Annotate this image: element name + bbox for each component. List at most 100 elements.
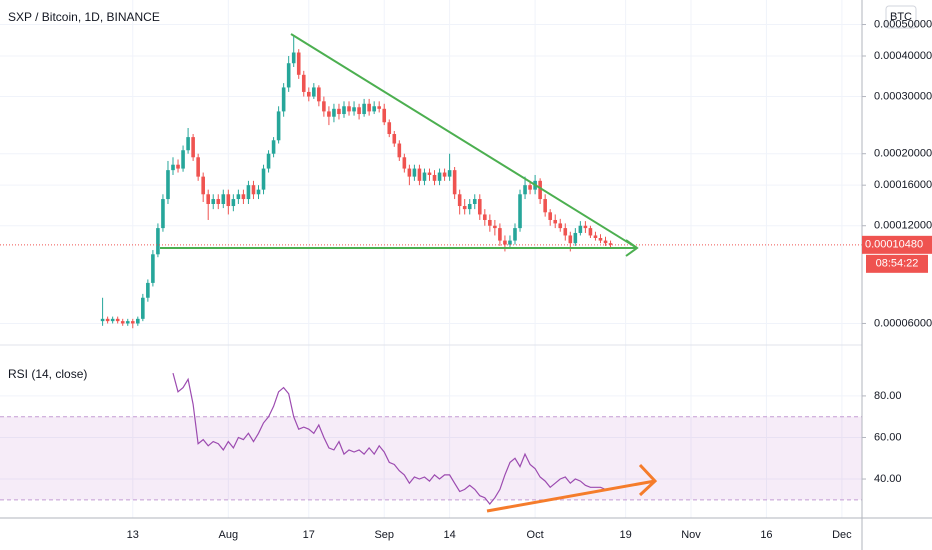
candle-body	[467, 204, 472, 210]
candle-body	[141, 297, 145, 319]
candle-body	[216, 199, 221, 205]
x-tick-label: Oct	[527, 529, 544, 541]
candle-body	[115, 318, 120, 322]
candle-body	[397, 143, 402, 158]
candle-body	[417, 168, 422, 181]
candle-body	[503, 240, 507, 245]
candle-body	[236, 194, 241, 200]
candle-body	[563, 228, 568, 236]
y-tick-label: 0.00012000	[874, 220, 932, 232]
currency-box[interactable]	[885, 5, 917, 29]
y-tick-label: 60.00	[874, 431, 902, 443]
candle-body	[462, 206, 467, 210]
candle-body	[276, 111, 281, 141]
candle-body	[241, 194, 246, 200]
candle-body	[286, 63, 291, 88]
x-tick-label: Dec	[832, 529, 852, 541]
candle-body	[206, 194, 211, 205]
candle-body	[483, 214, 487, 220]
chart-title: SXP / Bitcoin, 1D, BINANCE	[8, 10, 160, 24]
currency-label[interactable]: BTC	[890, 11, 912, 23]
rsi-trend-line	[486, 479, 656, 513]
candle-body	[196, 157, 200, 177]
candle-body	[125, 321, 130, 324]
candle-body	[513, 228, 517, 241]
candle-body	[472, 199, 477, 205]
y-tick-label: 40.00	[874, 473, 902, 485]
y-tick-label: 0.00030000	[874, 90, 932, 102]
candle-body	[382, 108, 387, 123]
candle-body	[583, 225, 588, 229]
candle-body	[442, 172, 447, 177]
candle-body	[402, 157, 407, 169]
resistance-line	[290, 33, 638, 249]
x-tick-label: 17	[303, 529, 315, 541]
candle-body	[578, 225, 583, 233]
x-tick-label: 13	[127, 529, 139, 541]
grid-layer	[0, 0, 862, 518]
last-price-label: 0.00010480	[865, 239, 923, 251]
mark-layer	[0, 36, 862, 505]
candle-body	[317, 87, 321, 102]
candle-body	[498, 228, 502, 241]
rsi-band	[0, 416, 862, 500]
candle-body	[357, 107, 361, 115]
candle-body	[432, 174, 437, 181]
candle-body	[387, 122, 392, 135]
y-tick-label: 0.00006000	[874, 317, 932, 329]
candle-body	[211, 199, 216, 205]
candle-body	[573, 232, 578, 244]
candle-body	[251, 185, 256, 195]
y-tick-label: 80.00	[874, 390, 902, 402]
candle-body	[488, 219, 492, 226]
candle-body	[508, 240, 512, 245]
last-price-box	[862, 235, 932, 254]
candle-body	[256, 189, 261, 195]
candle-body	[608, 243, 613, 245]
candle-body	[518, 194, 522, 229]
candle-body	[231, 199, 236, 207]
candle-body	[588, 228, 593, 236]
candle-body	[246, 185, 251, 200]
candle-body	[281, 87, 286, 112]
x-tick-label: Nov	[681, 529, 701, 541]
candle-body	[593, 235, 598, 239]
rsi-line	[172, 372, 611, 505]
candle-body	[457, 194, 462, 207]
candle-body	[306, 91, 311, 97]
candle-body	[181, 150, 185, 169]
candle-body	[447, 170, 452, 177]
candle-body	[367, 103, 371, 112]
candle-body	[271, 140, 276, 154]
candle-body	[296, 52, 301, 75]
candle-body	[151, 254, 155, 283]
candle-body	[437, 172, 442, 181]
candle-body	[100, 318, 105, 322]
candle-body	[322, 101, 326, 112]
candle-body	[372, 106, 376, 112]
candle-body	[176, 164, 180, 169]
candle-body	[352, 107, 356, 112]
candle-body	[427, 172, 432, 175]
candle-body	[528, 185, 532, 190]
candle-body	[156, 228, 160, 255]
candle-body	[603, 240, 608, 244]
candle-body	[452, 170, 457, 195]
x-tick-label: 14	[443, 529, 455, 541]
candle-body	[412, 168, 417, 177]
candle-body	[201, 176, 205, 195]
x-tick-label: Sep	[374, 529, 394, 541]
candle-body	[266, 153, 271, 169]
rsi-title: RSI (14, close)	[8, 367, 87, 381]
candle-body	[493, 225, 497, 229]
y-tick-label: 0.00040000	[874, 50, 932, 62]
countdown-label: 08:54:22	[876, 258, 919, 270]
candle-body	[226, 194, 231, 207]
candle-body	[135, 318, 140, 324]
candle-body	[261, 168, 266, 190]
candle-body	[332, 108, 336, 117]
candle-body	[337, 108, 341, 115]
x-tick-label: 16	[760, 529, 772, 541]
candle-body	[105, 318, 110, 322]
candle-body	[146, 282, 150, 298]
